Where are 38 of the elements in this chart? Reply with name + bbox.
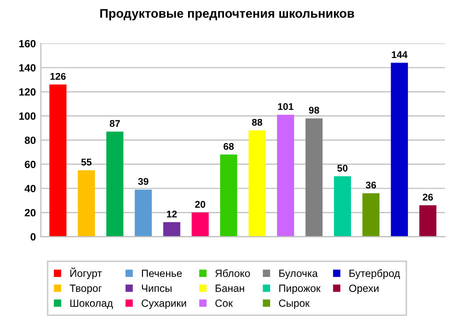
y-tick-label: 160 <box>19 40 36 48</box>
legend-label: Пирожок <box>279 284 321 294</box>
legend-label: Сырок <box>279 299 310 309</box>
data-label: 39 <box>138 178 148 185</box>
legend-label: Орехи <box>349 284 378 294</box>
legend-label: Чипсы <box>142 284 172 292</box>
data-label: 87 <box>110 120 120 127</box>
y-tick-label: 80 <box>24 136 36 144</box>
data-label: 26 <box>422 194 433 201</box>
legend-label: Булочка <box>279 270 318 280</box>
legend-label: Сухарики <box>142 299 186 309</box>
legend-label: Яблоко <box>215 269 250 278</box>
data-label: 126 <box>50 72 66 80</box>
data-label: 88 <box>252 118 262 126</box>
data-label: 12 <box>166 210 177 218</box>
data-label: 68 <box>224 142 234 150</box>
legend-label: Йогурт <box>70 268 102 280</box>
data-label: 101 <box>278 103 294 110</box>
legend-label: Творог <box>70 284 102 294</box>
legend-label: Бутерброд <box>350 269 400 280</box>
y-tick-label: 100 <box>19 112 36 120</box>
data-label: 20 <box>195 200 206 208</box>
chart-title: Продуктовые предпочтения школьников <box>100 9 354 20</box>
data-label: 55 <box>81 158 92 166</box>
y-tick-label: 0 <box>30 233 36 241</box>
y-tick-label: 20 <box>24 209 36 216</box>
y-tick-label: 60 <box>24 160 36 168</box>
data-label: 50 <box>337 164 348 172</box>
data-label: 144 <box>392 51 408 58</box>
legend-label: Банан <box>216 284 244 292</box>
y-tick-label: 120 <box>19 88 36 96</box>
y-tick-label: 40 <box>24 184 36 192</box>
legend-label: Шоколад <box>70 300 113 309</box>
legend-label: Сок <box>215 299 233 307</box>
legend-label: Печенье <box>142 270 182 278</box>
data-label: 36 <box>366 182 376 189</box>
data-label: 98 <box>308 106 320 114</box>
y-tick-label: 140 <box>19 64 36 72</box>
